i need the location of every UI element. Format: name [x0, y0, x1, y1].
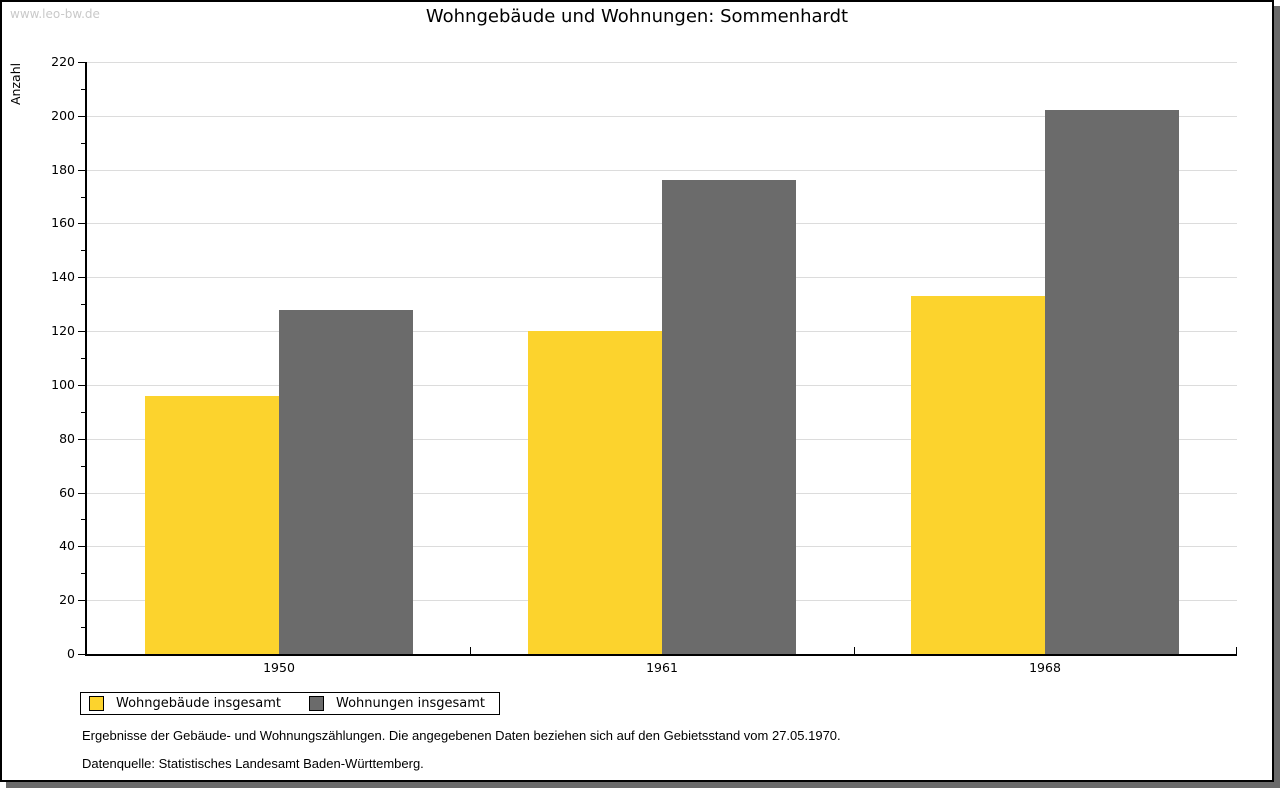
- y-axis-label: Anzahl: [8, 62, 23, 105]
- bar-1968-series-1: [1045, 110, 1179, 654]
- y-axis-major-tick: [78, 170, 85, 171]
- legend-swatch-series-0: [89, 696, 104, 711]
- y-axis-minor-tick: [81, 466, 85, 467]
- bar-1950-series-1: [279, 310, 413, 654]
- bar-1961-series-0: [528, 331, 662, 654]
- footnotes: Ergebnisse der Gebäude- und Wohnungszähl…: [82, 728, 841, 784]
- legend-label: Wohnungen insgesamt: [336, 696, 485, 711]
- y-axis-tick-label: 40: [59, 538, 75, 553]
- y-axis-tick-label: 60: [59, 485, 75, 500]
- y-axis-minor-tick: [81, 627, 85, 628]
- footnote-data-source: Datenquelle: Statistisches Landesamt Bad…: [82, 756, 424, 771]
- bar-1950-series-0: [145, 396, 279, 654]
- legend-label: Wohngebäude insgesamt: [116, 696, 281, 711]
- gridline: [87, 116, 1237, 117]
- y-axis-major-tick: [78, 277, 85, 278]
- y-axis-minor-tick: [81, 250, 85, 251]
- y-axis-major-tick: [78, 116, 85, 117]
- y-axis-major-tick: [78, 223, 85, 224]
- gridline: [87, 170, 1237, 171]
- y-axis-tick-label: 140: [51, 269, 75, 284]
- bar-1968-series-0: [911, 296, 1045, 654]
- y-axis-minor-tick: [81, 304, 85, 305]
- bar-1961-series-1: [662, 180, 796, 654]
- legend-item: Wohnungen insgesamt: [309, 696, 485, 711]
- legend-item: Wohngebäude insgesamt: [89, 696, 281, 711]
- watermark: www.leo-bw.de: [10, 7, 100, 21]
- y-axis-major-tick: [78, 385, 85, 386]
- y-axis-minor-tick: [81, 519, 85, 520]
- y-axis-minor-tick: [81, 412, 85, 413]
- page-title: Wohngebäude und Wohnungen: Sommenhardt: [425, 6, 849, 27]
- y-axis-tick-label: 200: [51, 108, 75, 123]
- y-axis-tick-label: 180: [51, 162, 75, 177]
- footnote-source-note: Ergebnisse der Gebäude- und Wohnungszähl…: [82, 728, 841, 743]
- gridline: [87, 62, 1237, 63]
- y-axis-tick-label: 100: [51, 377, 75, 392]
- x-axis-end-tick: [1236, 647, 1237, 654]
- y-axis-tick-label: 220: [51, 54, 75, 69]
- y-axis-minor-tick: [81, 89, 85, 90]
- legend-swatch-series-1: [309, 696, 324, 711]
- y-axis-minor-tick: [81, 197, 85, 198]
- y-axis-tick-label: 0: [67, 646, 75, 661]
- y-axis-tick-label: 120: [51, 323, 75, 338]
- y-axis-major-tick: [78, 493, 85, 494]
- x-axis-boundary-tick: [854, 647, 855, 654]
- x-axis-tick-label: 1961: [646, 660, 678, 675]
- plot-area: 0 20 40 60 80 100 120 140 160 180 200 220 1950 1961 19…: [51, 54, 1237, 675]
- x-axis-boundary-tick: [470, 647, 471, 654]
- y-axis-tick-label: 80: [59, 431, 75, 446]
- x-axis-tick-label: 1950: [263, 660, 295, 675]
- y-axis-major-tick: [78, 546, 85, 547]
- y-axis-tick-label: 20: [59, 592, 75, 607]
- y-axis-major-tick: [78, 62, 85, 63]
- y-axis-major-tick: [78, 600, 85, 601]
- y-axis-major-tick: [78, 654, 85, 655]
- x-axis-tick-label: 1968: [1029, 660, 1061, 675]
- y-axis-minor-tick: [81, 573, 85, 574]
- y-axis-minor-tick: [81, 143, 85, 144]
- y-axis-major-tick: [78, 331, 85, 332]
- y-axis-tick-label: 160: [51, 215, 75, 230]
- legend: Wohngebäude insgesamt Wohnungen insgesamt: [80, 692, 500, 715]
- y-axis-major-tick: [78, 439, 85, 440]
- y-axis-minor-tick: [81, 358, 85, 359]
